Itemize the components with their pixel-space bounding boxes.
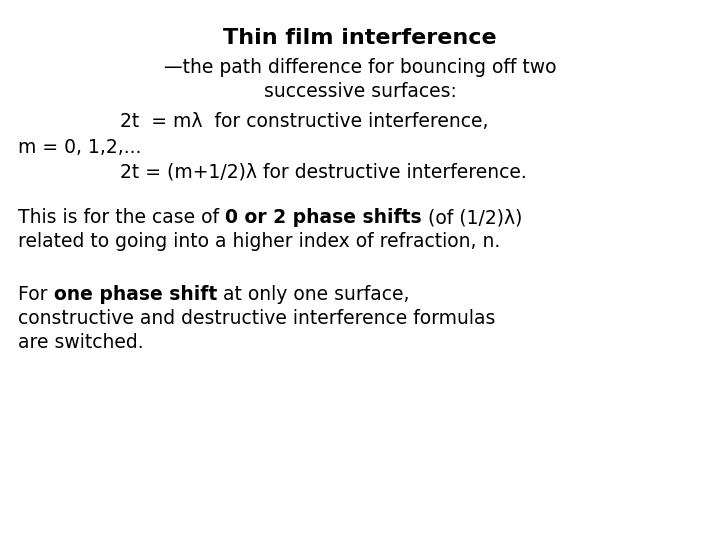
Text: 2t = (m+1/2)λ for destructive interference.: 2t = (m+1/2)λ for destructive interferen… bbox=[120, 163, 527, 182]
Text: successive surfaces:: successive surfaces: bbox=[264, 82, 456, 101]
Text: m = 0, 1,2,...: m = 0, 1,2,... bbox=[18, 138, 141, 157]
Text: (of (1/2)λ): (of (1/2)λ) bbox=[422, 208, 522, 227]
Text: are switched.: are switched. bbox=[18, 333, 143, 352]
Text: 0 or 2 phase shifts: 0 or 2 phase shifts bbox=[225, 208, 422, 227]
Text: This is for the case of: This is for the case of bbox=[18, 208, 225, 227]
Text: related to going into a higher index of refraction, n.: related to going into a higher index of … bbox=[18, 232, 500, 251]
Text: constructive and destructive interference formulas: constructive and destructive interferenc… bbox=[18, 309, 495, 328]
Text: For: For bbox=[18, 285, 53, 304]
Text: one phase shift: one phase shift bbox=[53, 285, 217, 304]
Text: 2t  = mλ  for constructive interference,: 2t = mλ for constructive interference, bbox=[120, 112, 488, 131]
Text: Thin film interference: Thin film interference bbox=[223, 28, 497, 48]
Text: —the path difference for bouncing off two: —the path difference for bouncing off tw… bbox=[163, 58, 557, 77]
Text: at only one surface,: at only one surface, bbox=[217, 285, 409, 304]
